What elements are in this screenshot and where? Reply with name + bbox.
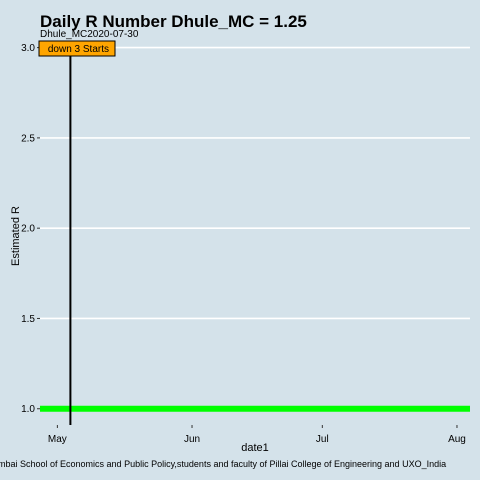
y-tick-label: 3.0 bbox=[21, 43, 35, 54]
y-tick-label: 1.0 bbox=[21, 404, 35, 415]
chart-title: Daily R Number Dhule_MC = 1.25 bbox=[40, 12, 307, 31]
lockdown-label-box bbox=[38, 40, 116, 57]
y-tick-label: 2.0 bbox=[21, 224, 35, 235]
annotations: down 3 Starts bbox=[38, 40, 116, 425]
x-tick-label: May bbox=[48, 434, 67, 445]
y-axis-label: Estimated R bbox=[10, 206, 22, 266]
chart-caption: mbai School of Economics and Public Poli… bbox=[0, 459, 446, 469]
grid bbox=[40, 46, 470, 410]
x-axis-label: date1 bbox=[241, 442, 269, 454]
axes: 1.0 1.5 2.0 2.5 3.0 May Jun Jul Aug bbox=[21, 43, 466, 445]
lockdown-label: down 3 Starts bbox=[48, 44, 109, 55]
x-tick-label: Jun bbox=[184, 434, 200, 445]
y-tick-label: 2.5 bbox=[21, 133, 35, 144]
chart-subtitle: Dhule_MC2020-07-30 bbox=[40, 29, 139, 40]
x-tick-label: Aug bbox=[448, 434, 466, 445]
x-tick-label: Jul bbox=[316, 434, 329, 445]
y-tick-label: 1.5 bbox=[21, 314, 35, 325]
